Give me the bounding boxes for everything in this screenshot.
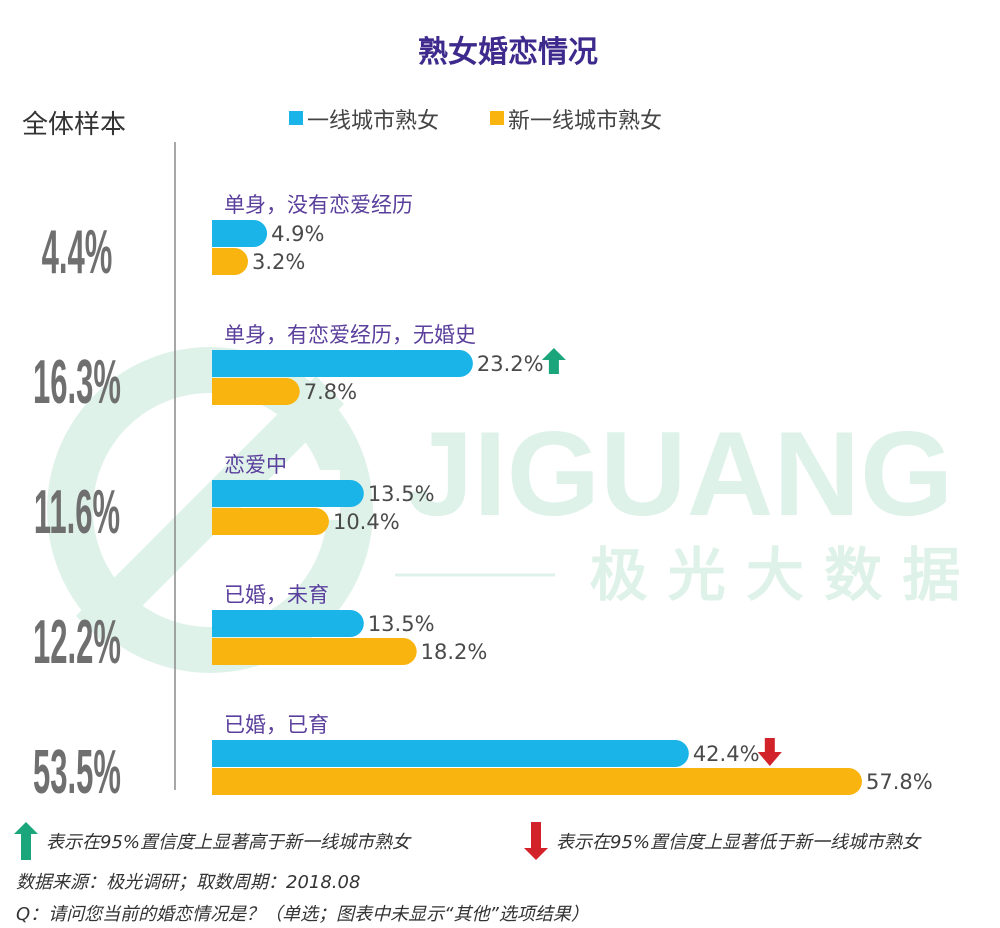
category-label: 单身，没有恋爱经历 [224, 193, 413, 217]
bar [212, 248, 248, 275]
overall-value: 12.2% [33, 607, 121, 677]
overall-value: 4.4% [42, 217, 113, 287]
value-label: 7.8% [304, 380, 357, 404]
value-label: 10.4% [333, 510, 400, 534]
survey-question: Q：请问您当前的婚恋情况是？（单选；图表中未显示“其他”选项结果） [16, 904, 589, 925]
value-label: 13.5% [368, 612, 435, 636]
bar-group: 4.4% 单身，没有恋爱经历 4.9% 3.2% [42, 193, 413, 287]
bar [212, 768, 862, 795]
up-arrow-legend-icon [14, 822, 38, 860]
up-arrow-note: 表示在95%置信度上显著高于新一线城市熟女 [46, 832, 412, 853]
bar [212, 610, 364, 637]
category-label: 单身，有恋爱经历，无婚史 [224, 323, 476, 347]
footer: 表示在95%置信度上显著高于新一线城市熟女 表示在95%置信度上显著低于新一线城… [14, 822, 922, 925]
legend-label-series1: 一线城市熟女 [307, 109, 439, 134]
bar [212, 220, 268, 247]
value-label: 13.5% [368, 482, 435, 506]
chart-title: 熟女婚恋情况 [418, 35, 598, 70]
down-arrow-icon [757, 738, 782, 766]
up-arrow-icon [541, 348, 566, 374]
overall-value: 16.3% [33, 347, 121, 417]
watermark-subtext: 极 光 大 数 据 [590, 541, 961, 609]
value-label: 42.4% [693, 742, 760, 766]
legend-swatch-series2 [490, 111, 504, 125]
watermark-text: JIGUANG [407, 407, 954, 541]
watermark: JIGUANG 极 光 大 数 据 [47, 347, 961, 673]
bar [212, 508, 329, 535]
bar-groups: 4.4% 单身，没有恋爱经历 4.9% 3.2% 16.3% 单身，有恋爱经历，无婚史23… [33, 193, 933, 807]
bar-group: 11.6% 恋爱中 13.5% 10.4% [34, 453, 435, 547]
legend: 一线城市熟女 新一线城市熟女 [289, 109, 662, 134]
value-label: 4.9% [271, 222, 324, 246]
value-label: 57.8% [866, 770, 933, 794]
overall-sample-heading: 全体样本 [22, 110, 126, 140]
overall-value: 11.6% [34, 477, 120, 547]
bar [212, 378, 300, 405]
legend-label-series2: 新一线城市熟女 [508, 109, 662, 134]
value-label: 3.2% [252, 250, 305, 274]
bar-group: 12.2% 已婚，未育 13.5% 18.2% [33, 583, 487, 677]
down-arrow-note: 表示在95%置信度上显著低于新一线城市熟女 [556, 832, 922, 853]
bar [212, 350, 473, 377]
bar [212, 638, 417, 665]
bar [212, 480, 364, 507]
legend-swatch-series1 [289, 111, 303, 125]
category-label: 已婚，已育 [224, 713, 329, 737]
overall-value: 53.5% [33, 737, 121, 807]
category-label: 恋爱中 [224, 453, 287, 477]
value-label: 23.2% [477, 352, 544, 376]
category-label: 已婚，未育 [224, 583, 329, 607]
data-source: 数据来源：极光调研；取数周期：2018.08 [16, 872, 360, 893]
bar-group: 53.5% 已婚，已育 42.4% 57.8% [33, 713, 933, 807]
bar [212, 740, 689, 767]
down-arrow-legend-icon [524, 822, 548, 860]
value-label: 18.2% [421, 640, 488, 664]
